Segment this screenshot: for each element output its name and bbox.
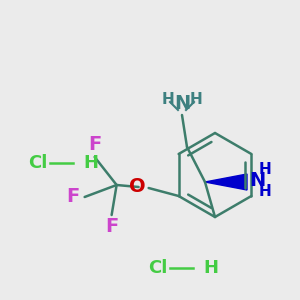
- Text: Cl: Cl: [148, 259, 167, 277]
- Text: Cl: Cl: [28, 154, 47, 172]
- Polygon shape: [205, 174, 247, 190]
- Text: N: N: [249, 170, 265, 190]
- Text: F: F: [88, 136, 101, 154]
- Text: O: O: [129, 176, 146, 196]
- Text: H: H: [259, 163, 272, 178]
- Text: H: H: [162, 92, 174, 106]
- Text: N: N: [174, 94, 190, 113]
- Text: F: F: [66, 188, 79, 206]
- Text: F: F: [105, 218, 118, 236]
- Text: H: H: [203, 259, 218, 277]
- Text: H: H: [83, 154, 98, 172]
- Text: H: H: [259, 184, 272, 200]
- Text: H: H: [190, 92, 202, 106]
